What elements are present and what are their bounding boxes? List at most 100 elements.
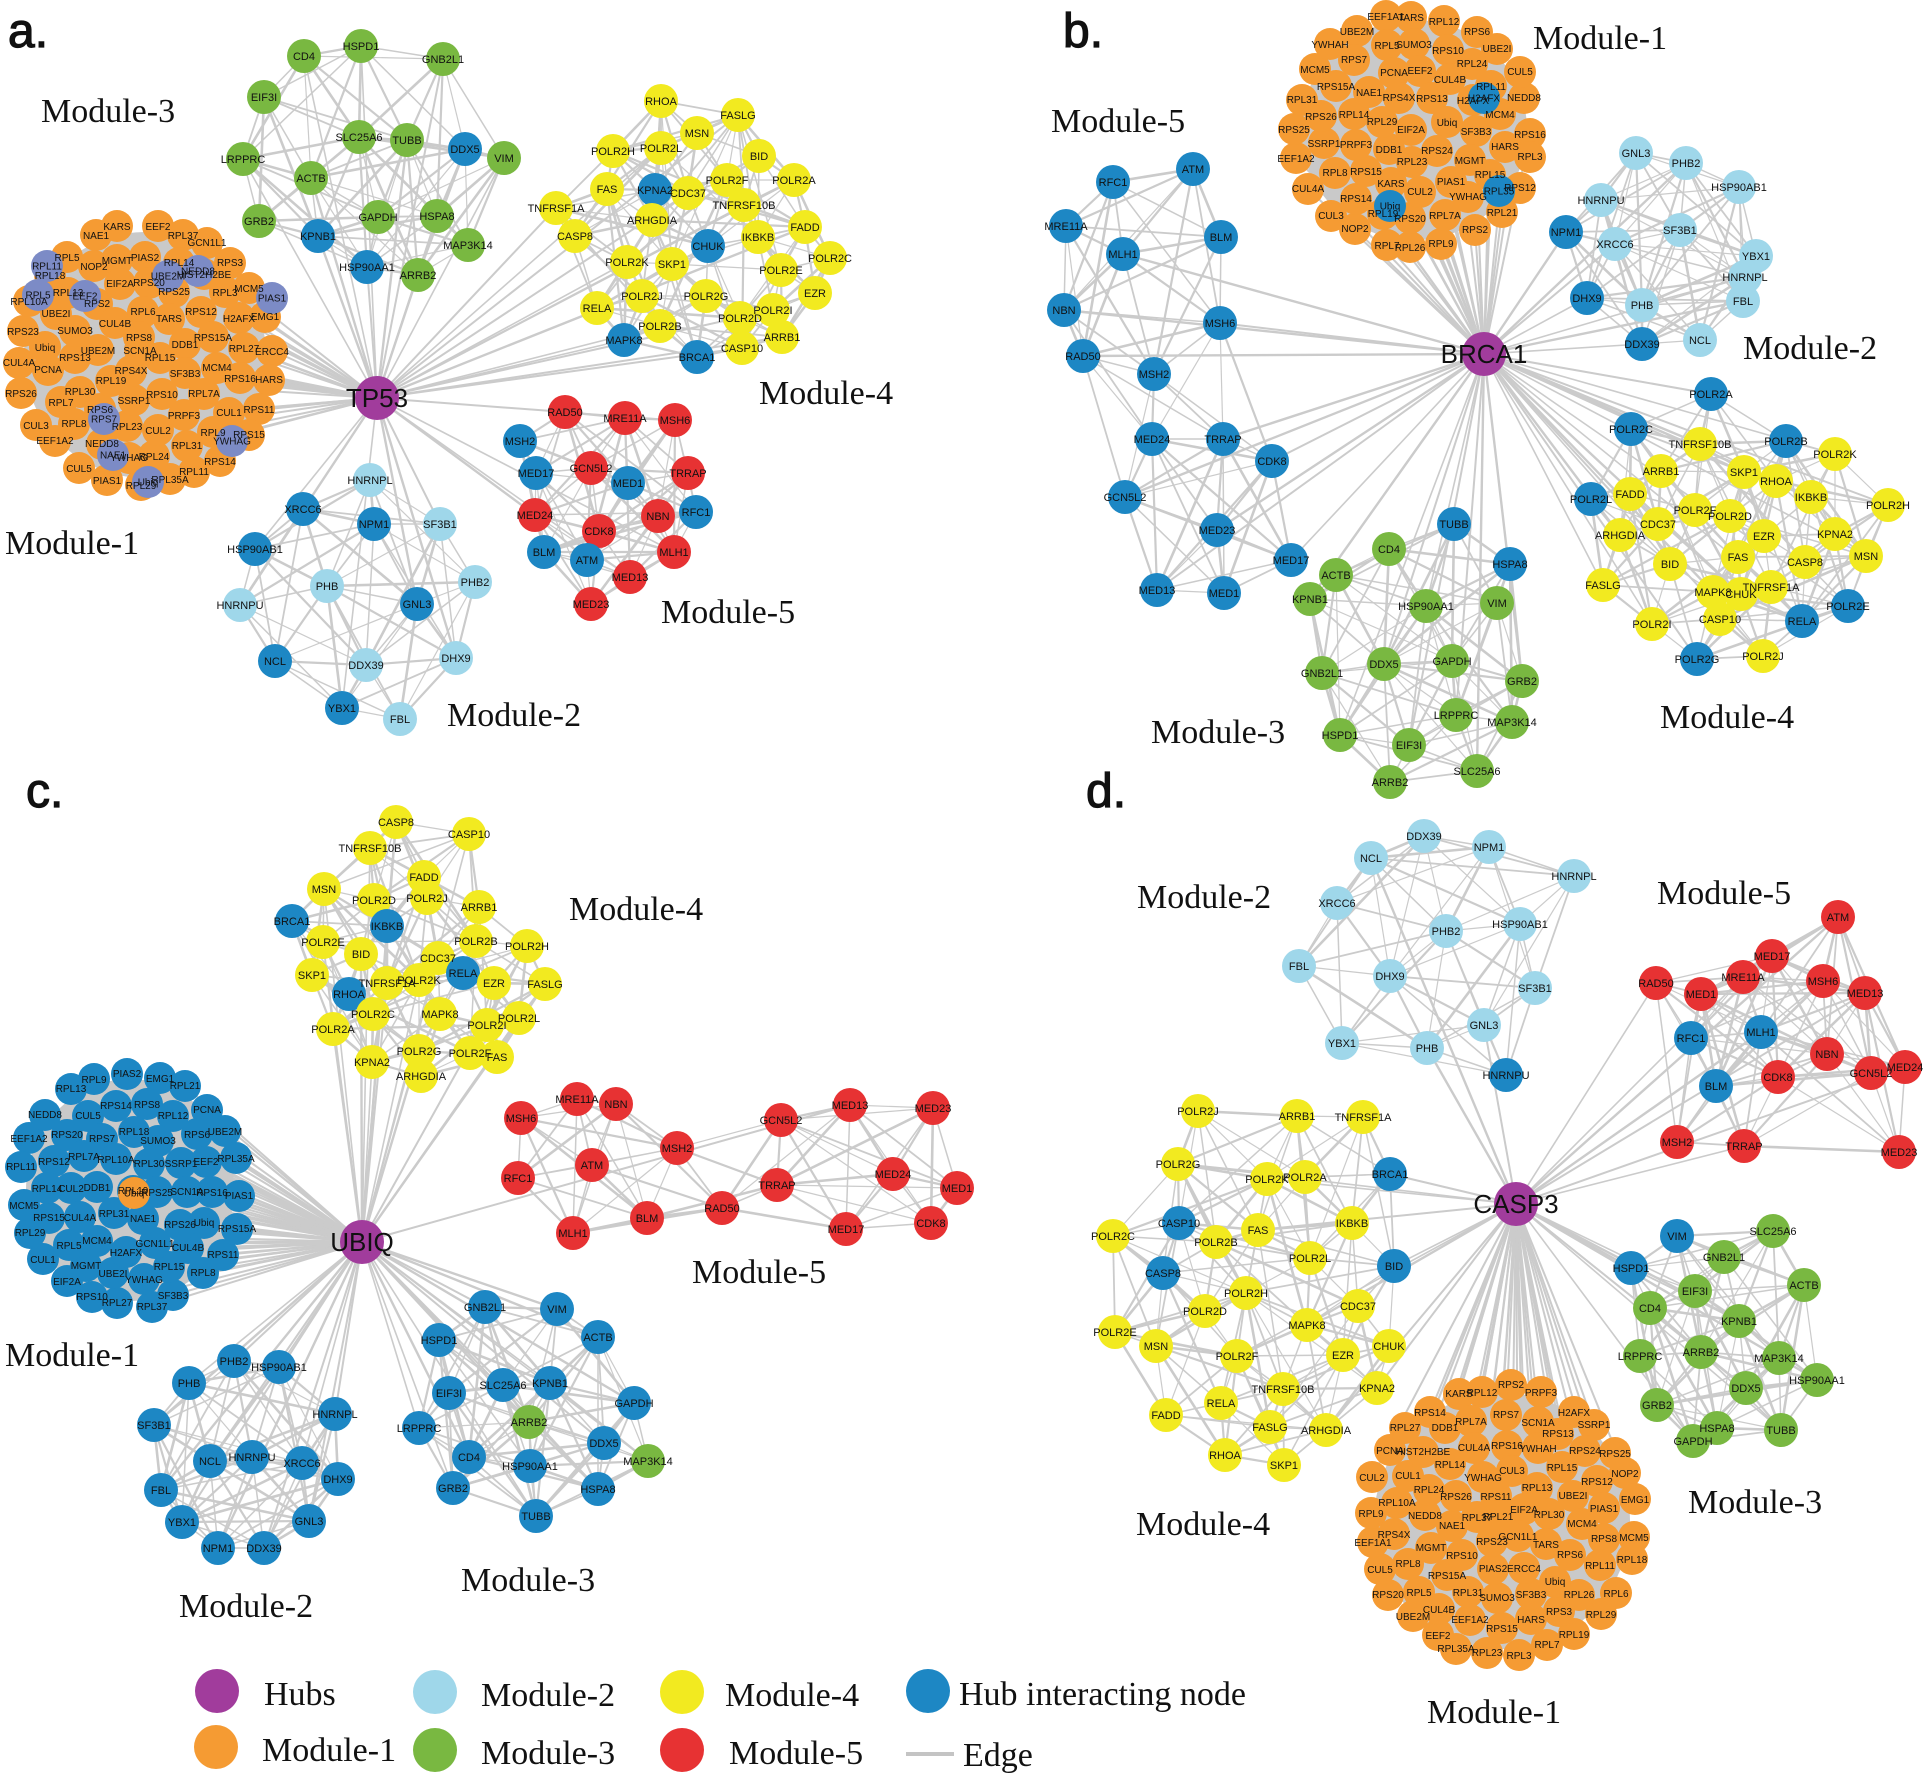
svg-text:RPL12: RPL12 (1429, 17, 1460, 28)
svg-text:RPS6: RPS6 (1464, 27, 1491, 38)
svg-text:PRPF3: PRPF3 (1525, 1388, 1558, 1399)
svg-text:CUL1: CUL1 (1395, 1471, 1421, 1482)
svg-text:NOP2: NOP2 (1611, 1469, 1639, 1480)
svg-text:RPS6: RPS6 (184, 1130, 211, 1141)
svg-text:RPS16: RPS16 (1491, 1441, 1523, 1452)
svg-text:POLR2F: POLR2F (1674, 505, 1717, 517)
svg-text:RPL29: RPL29 (1367, 117, 1398, 128)
svg-text:MAP3K14: MAP3K14 (1754, 1353, 1804, 1365)
svg-text:RPL31: RPL31 (99, 1209, 130, 1220)
svg-text:POLR2C: POLR2C (1609, 424, 1653, 436)
svg-text:CASP8: CASP8 (1787, 557, 1823, 569)
svg-text:HSP90AB1: HSP90AB1 (227, 544, 283, 556)
svg-text:RPS25: RPS25 (1599, 1449, 1631, 1460)
svg-text:RPL19: RPL19 (118, 1186, 149, 1197)
svg-text:BID: BID (750, 151, 768, 163)
svg-text:TUBB: TUBB (1439, 519, 1468, 531)
svg-text:RPS2: RPS2 (1498, 1380, 1525, 1391)
svg-text:VIM: VIM (1667, 1231, 1687, 1243)
svg-text:POLR2D: POLR2D (718, 313, 762, 325)
svg-text:EMG1: EMG1 (251, 312, 280, 323)
svg-text:MED17: MED17 (828, 1224, 865, 1236)
svg-text:RHOA: RHOA (333, 989, 365, 1001)
svg-text:RPS25: RPS25 (1278, 125, 1310, 136)
svg-text:RPS24: RPS24 (1421, 146, 1453, 157)
svg-text:RPL13: RPL13 (53, 288, 84, 299)
svg-text:RPL35: RPL35 (1484, 187, 1515, 198)
svg-text:ARRB2: ARRB2 (1372, 777, 1409, 789)
svg-text:ARRB2: ARRB2 (511, 1417, 548, 1429)
svg-text:XRCC6: XRCC6 (284, 504, 321, 516)
svg-text:RPS8: RPS8 (1591, 1534, 1618, 1545)
svg-text:UBE2M: UBE2M (1340, 27, 1374, 38)
svg-text:POLR2G: POLR2G (684, 291, 729, 303)
svg-text:RPL14: RPL14 (32, 1184, 63, 1195)
svg-text:UBE2M: UBE2M (81, 346, 115, 357)
svg-text:CUL1: CUL1 (30, 1255, 56, 1266)
svg-text:EEF1A1: EEF1A1 (1367, 12, 1405, 23)
svg-text:TRRAP: TRRAP (669, 468, 706, 480)
svg-text:MED1: MED1 (1209, 588, 1240, 600)
svg-text:EEF2: EEF2 (1407, 66, 1432, 77)
svg-text:RPS12: RPS12 (1504, 183, 1536, 194)
svg-text:RPL15: RPL15 (145, 353, 176, 364)
svg-text:H2AFX: H2AFX (1468, 94, 1501, 105)
svg-text:EIF2A: EIF2A (53, 1277, 81, 1288)
svg-text:SKP1: SKP1 (298, 970, 326, 982)
svg-text:EIF3I: EIF3I (1682, 1286, 1708, 1298)
svg-text:CUL4B: CUL4B (172, 1243, 205, 1254)
svg-text:MAP3K14: MAP3K14 (443, 240, 493, 252)
svg-text:MED24: MED24 (1134, 434, 1171, 446)
svg-text:CUL5: CUL5 (66, 464, 92, 475)
svg-text:RPS2: RPS2 (84, 299, 111, 310)
svg-text:TARS: TARS (1533, 1540, 1559, 1551)
svg-text:RPL18: RPL18 (119, 1127, 150, 1138)
svg-text:RPS15A: RPS15A (218, 1224, 257, 1235)
svg-text:PHB2: PHB2 (1432, 926, 1461, 938)
svg-text:EMG1: EMG1 (146, 1074, 175, 1085)
svg-text:CDK8: CDK8 (916, 1218, 945, 1230)
svg-text:GNL3: GNL3 (403, 599, 432, 611)
svg-text:DHX9: DHX9 (441, 653, 470, 665)
svg-text:SKP1: SKP1 (1270, 1460, 1298, 1472)
svg-text:KARS: KARS (1377, 179, 1405, 190)
svg-text:DDX39: DDX39 (1624, 339, 1659, 351)
svg-text:EIF2A: EIF2A (1510, 1505, 1538, 1516)
svg-text:RPL11: RPL11 (179, 467, 209, 478)
svg-text:POLR2L: POLR2L (498, 1013, 540, 1025)
svg-text:HIST2H2BE: HIST2H2BE (1396, 1447, 1451, 1458)
svg-text:RAD50: RAD50 (704, 1203, 739, 1215)
svg-text:GNB2L1: GNB2L1 (1703, 1252, 1745, 1264)
svg-text:RPL9: RPL9 (200, 428, 225, 439)
svg-text:RPS6: RPS6 (87, 405, 114, 416)
svg-text:Module-3: Module-3 (41, 93, 175, 130)
svg-text:RPS12: RPS12 (1581, 1477, 1613, 1488)
svg-text:RPS20: RPS20 (1394, 214, 1426, 225)
svg-text:MED13: MED13 (612, 572, 649, 584)
svg-text:KARS: KARS (103, 222, 131, 233)
svg-text:POLR2K: POLR2K (1245, 1174, 1289, 1186)
svg-text:HSPD1: HSPD1 (421, 1335, 458, 1347)
svg-text:SF3B3: SF3B3 (170, 369, 201, 380)
svg-text:CASP10: CASP10 (448, 829, 490, 841)
svg-text:CASP10: CASP10 (1158, 1218, 1200, 1230)
svg-text:ACTB: ACTB (1789, 1280, 1818, 1292)
svg-text:DHX9: DHX9 (1572, 293, 1601, 305)
svg-text:HARS: HARS (1491, 142, 1519, 153)
svg-text:RFC1: RFC1 (682, 507, 711, 519)
svg-text:DDX39: DDX39 (246, 1543, 281, 1555)
svg-text:TNFRSF10B: TNFRSF10B (1252, 1384, 1315, 1396)
svg-text:HSP90AB1: HSP90AB1 (1711, 182, 1767, 194)
svg-text:MAPK8: MAPK8 (1694, 587, 1731, 599)
svg-text:MSH6: MSH6 (1808, 976, 1839, 988)
svg-text:TARS: TARS (1398, 13, 1424, 24)
svg-text:RELA: RELA (449, 968, 478, 980)
svg-text:RPL23: RPL23 (1397, 157, 1428, 168)
svg-text:NCL: NCL (1689, 335, 1711, 347)
svg-text:RPL31: RPL31 (1287, 95, 1318, 106)
svg-text:Module-2: Module-2 (447, 697, 581, 734)
svg-text:Ubiq: Ubiq (35, 343, 56, 354)
svg-text:GNB2L1: GNB2L1 (464, 1302, 506, 1314)
svg-text:RPS2: RPS2 (1462, 225, 1489, 236)
svg-text:SSRP1: SSRP1 (1308, 139, 1341, 150)
